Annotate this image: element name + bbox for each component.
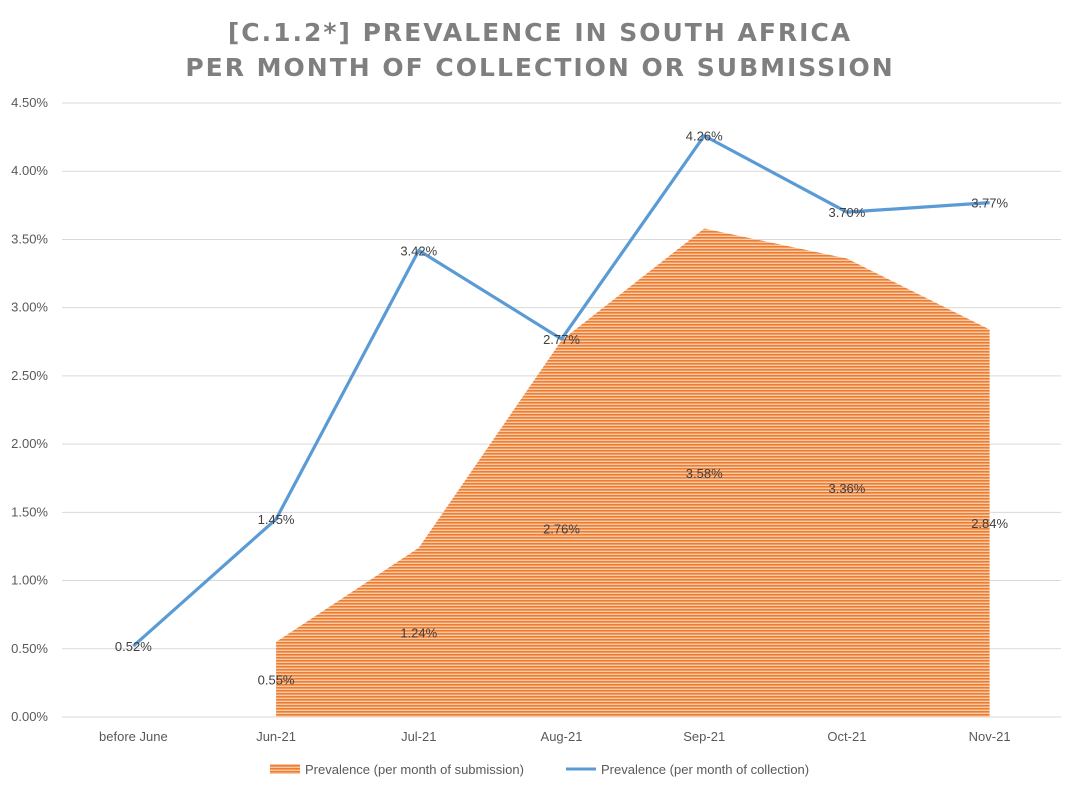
legend: Prevalence (per month of submission) Pre… (270, 762, 809, 777)
y-tick-label: 0.00% (11, 709, 48, 724)
collection-data-label: 1.45% (258, 512, 295, 527)
x-tick-label: Sep-21 (683, 729, 725, 744)
x-tick-label: Jun-21 (256, 729, 296, 744)
collection-data-label: 3.70% (828, 205, 865, 220)
x-tick-label: Jul-21 (401, 729, 436, 744)
legend-label-collection: Prevalence (per month of collection) (601, 762, 809, 777)
submission-data-label: 2.76% (543, 522, 580, 537)
collection-data-label: 3.77% (971, 196, 1008, 211)
submission-area (276, 228, 990, 718)
submission-area-series (276, 228, 990, 718)
y-tick-label: 0.50% (11, 641, 48, 656)
submission-data-label: 3.36% (828, 481, 865, 496)
collection-line (132, 134, 990, 648)
x-tick-label: before June (99, 729, 168, 744)
submission-data-label: 3.58% (686, 466, 723, 481)
y-tick-label: 4.00% (11, 163, 48, 178)
x-tick-label: Oct-21 (827, 729, 866, 744)
legend-label-submission: Prevalence (per month of submission) (305, 762, 524, 777)
chart-title-line-2: PER MONTH OF COLLECTION OR SUBMISSION (185, 53, 894, 82)
collection-data-label: 3.42% (400, 243, 437, 258)
y-tick-label: 1.00% (11, 573, 48, 588)
x-tick-label: Aug-21 (541, 729, 583, 744)
chart-title-line-1: [C.1.2*] PREVALENCE IN SOUTH AFRICA (228, 18, 852, 47)
y-axis-ticks: 0.00% 0.50% 1.00% 1.50% 2.00% 2.50% 3.00% 3.50%… (11, 95, 48, 724)
collection-line-series (132, 134, 990, 648)
x-axis-ticks: before June Jun-21 Jul-21 Aug-21 Sep-21 Oct-2… (99, 729, 1011, 744)
y-tick-label: 3.50% (11, 231, 48, 246)
legend-swatch-submission (270, 764, 300, 774)
collection-data-label: 2.77% (543, 332, 580, 347)
x-tick-label: Nov-21 (969, 729, 1011, 744)
data-labels: 0.52% 1.45% 3.42% 2.77% 4.26% 3.70% 3.77% 0.55%… (115, 129, 1009, 688)
collection-data-label: 4.26% (686, 129, 723, 144)
submission-data-label: 1.24% (400, 625, 437, 640)
submission-data-label: 0.55% (258, 672, 295, 687)
y-tick-label: 1.50% (11, 504, 48, 519)
collection-data-label: 0.52% (115, 639, 152, 654)
submission-data-label: 2.84% (971, 516, 1008, 531)
y-tick-label: 4.50% (11, 95, 48, 110)
y-tick-label: 2.50% (11, 368, 48, 383)
y-tick-label: 3.00% (11, 300, 48, 315)
y-tick-label: 2.00% (11, 436, 48, 451)
